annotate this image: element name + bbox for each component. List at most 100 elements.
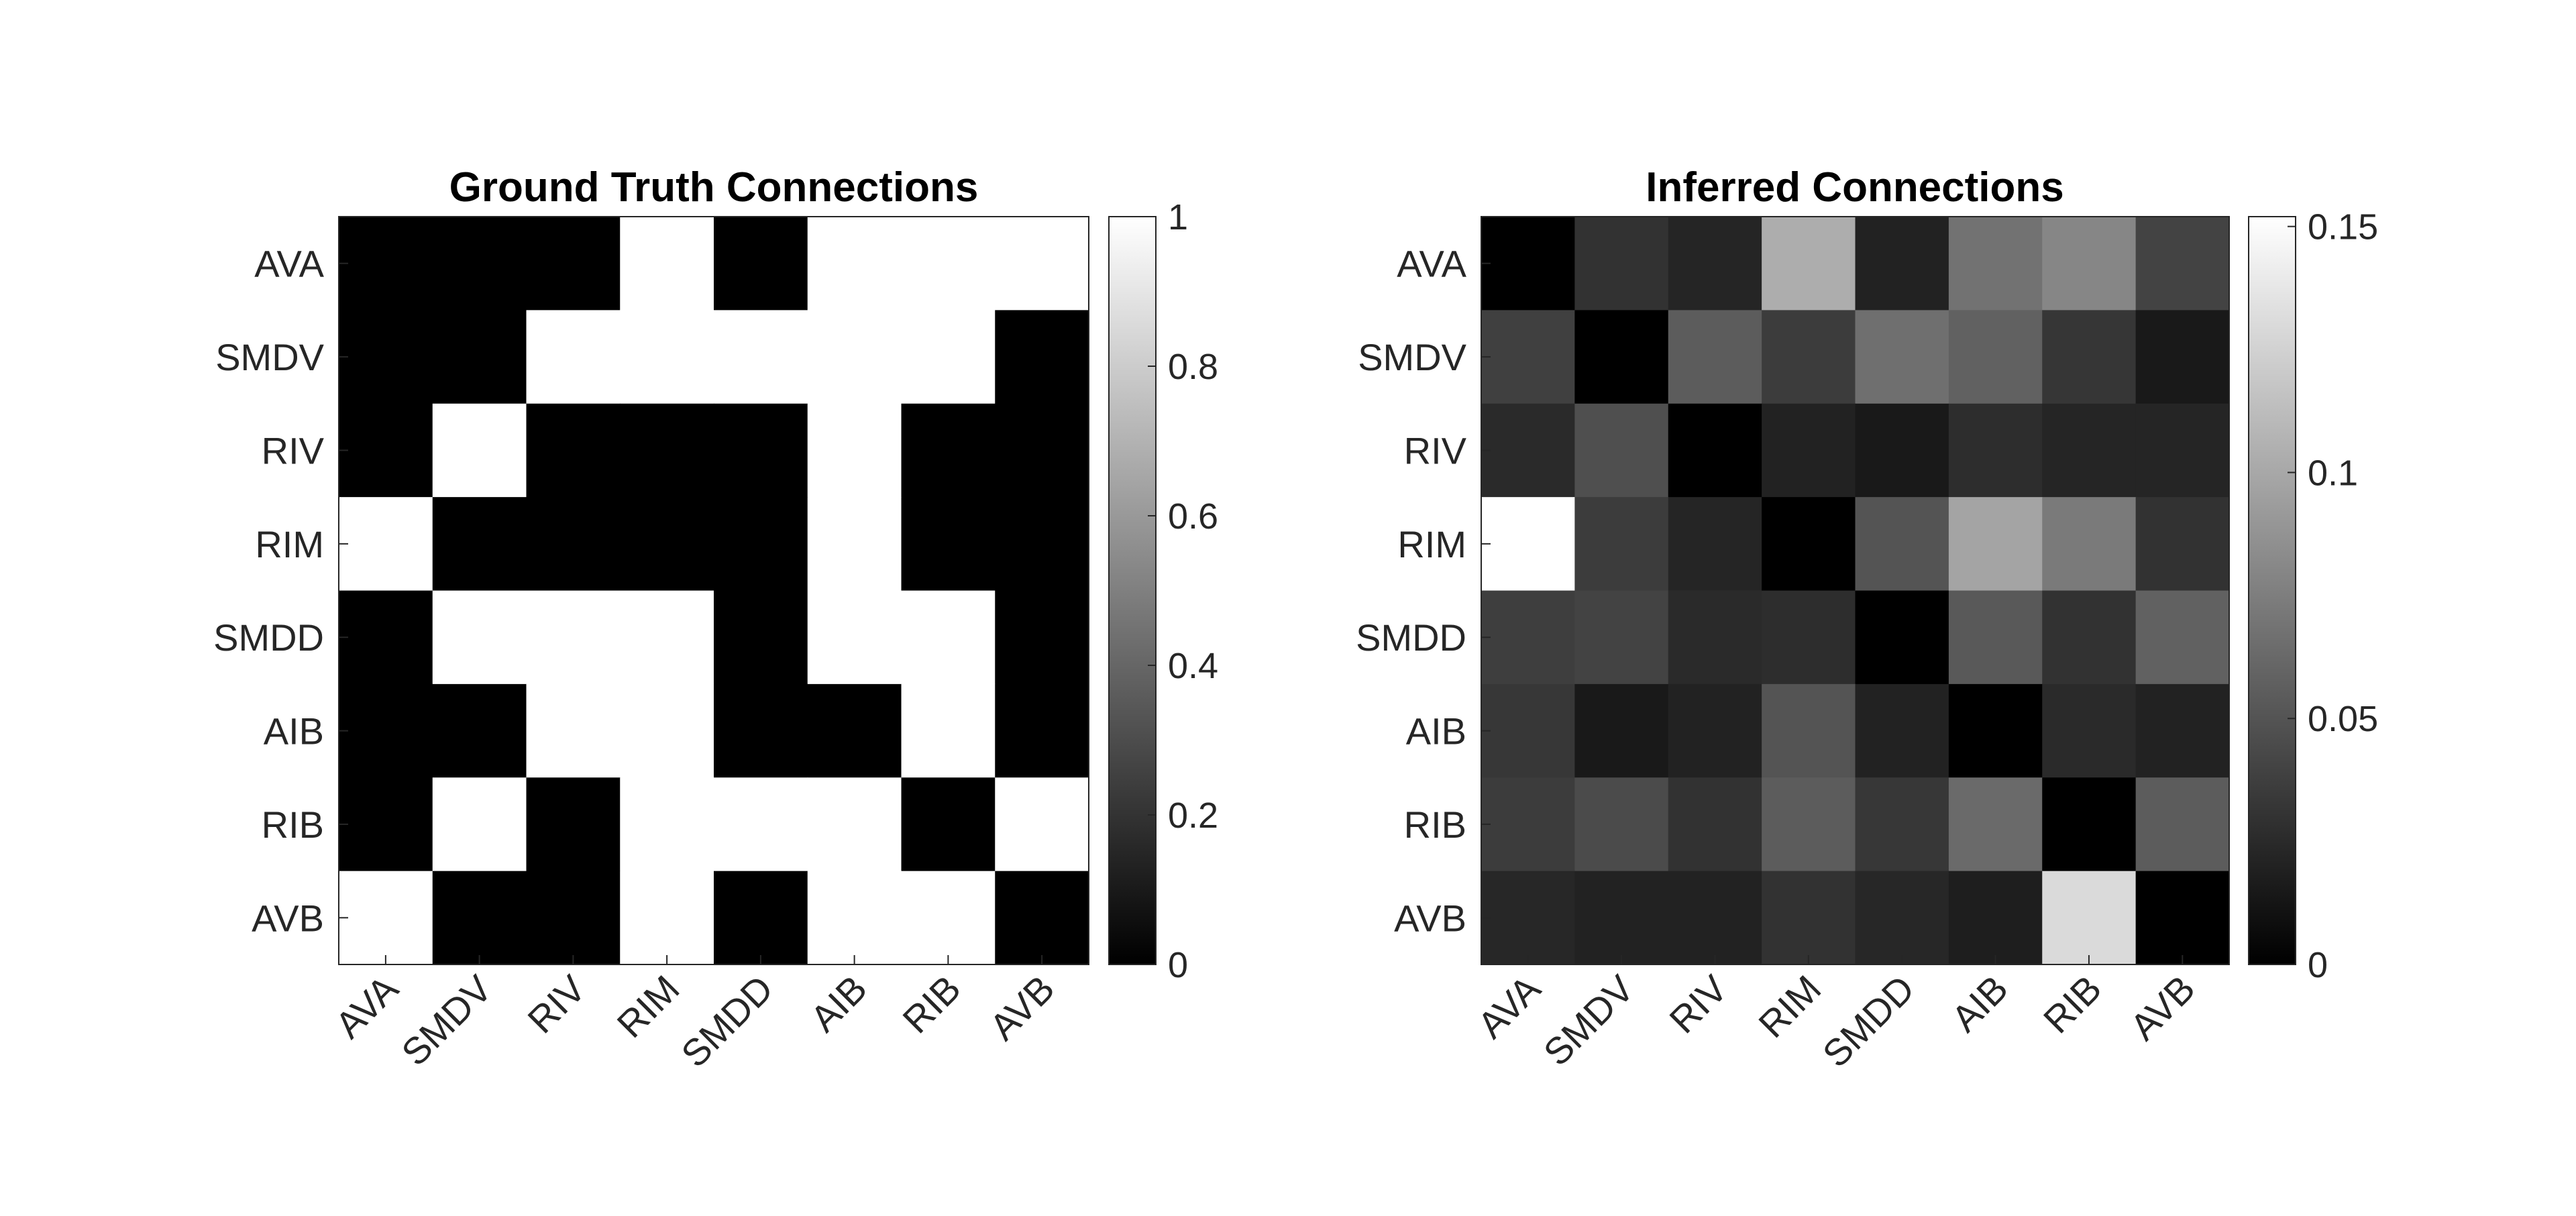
heatmap-cell-r2-c5 [807,403,902,498]
heatmap-cell-r4-c5 [807,590,902,685]
heatmap-cell-r4-c0 [1481,590,1575,685]
heatmap-cell-r7-c4 [1855,871,1949,965]
heatmap-cell-r5-c3 [620,683,714,778]
heatmap-cell-r3-c7 [995,497,1089,592]
heatmap-cell-r0-c7 [2135,217,2230,311]
heatmap-cell-r5-c3 [1762,683,1856,778]
heatmap-cell-r6-c0 [339,777,433,872]
y-tick-label: RIM [255,523,324,565]
ground-truth-panel: Ground Truth Connections AVA SMDV RIV RIM SM… [213,164,1218,1075]
heatmap-cell-r7-c7 [995,871,1089,965]
heatmap-cell-r3-c3 [1762,497,1856,592]
heatmap-cell-r0-c5 [807,217,902,311]
heatmap-cell-r5-c2 [1668,683,1762,778]
heatmap-cell-r2-c0 [1481,403,1575,498]
colorbar-tick-label: 0 [2308,945,2328,985]
y-tick-label: AIB [264,710,324,753]
heatmap-cell-r6-c0 [1481,777,1575,872]
heatmap-cell-r1-c7 [2135,310,2230,404]
heatmap-cell-r7-c0 [339,871,433,965]
heatmap-cell-r0-c2 [1668,217,1762,311]
heatmap-cell-r4-c3 [1762,590,1856,685]
heatmap-cell-r2-c2 [1668,403,1762,498]
heatmap-cell-r2-c5 [1948,403,2043,498]
heatmap-cell-r7-c6 [2042,871,2137,965]
heatmap-cell-r1-c6 [901,310,996,404]
heatmap-cell-r2-c3 [1762,403,1856,498]
heatmap-cell-r5-c5 [1948,683,2043,778]
heatmap-cell-r7-c3 [620,871,714,965]
heatmap-cell-r2-c3 [620,403,714,498]
y-tick-label: RIM [1397,523,1466,565]
heatmap-cell-r3-c1 [1574,497,1669,592]
heatmap-cell-r5-c0 [1481,683,1575,778]
heatmap-cell-r6-c2 [526,777,621,872]
heatmap-cell-r0-c2 [526,217,621,311]
heatmap-cell-r6-c5 [1948,777,2043,872]
heatmap-cell-r6-c7 [2135,777,2230,872]
heatmap-cell-r4-c1 [1574,590,1669,685]
colorbar-tick-label: 0.4 [1168,646,1218,686]
heatmap-cell-r0-c7 [995,217,1089,311]
heatmap-cell-r5-c7 [995,683,1089,778]
heatmap-cell-r5-c0 [339,683,433,778]
heatmap-cell-r1-c0 [1481,310,1575,404]
y-tick-label: RIB [262,804,324,846]
heatmap-cell-r4-c6 [901,590,996,685]
heatmap-cell-r1-c6 [2042,310,2137,404]
heatmap-cell-r0-c4 [1855,217,1949,311]
heatmap-cell-r0-c4 [714,217,808,311]
heatmap-cell-r2-c4 [1855,403,1949,498]
y-tick-label: SMDD [1356,616,1466,659]
heatmap-cell-r2-c4 [714,403,808,498]
inferred-heatmap [1481,217,2230,965]
y-tick-label: RIV [1404,429,1467,472]
heatmap-cell-r7-c0 [1481,871,1575,965]
heatmap-cell-r6-c6 [2042,777,2137,872]
heatmap-cell-r1-c1 [1574,310,1669,404]
heatmap-cell-r0-c0 [1481,217,1575,311]
colorbar-gradient [2248,216,2296,965]
heatmap-cell-r4-c0 [339,590,433,685]
heatmap-cell-r4-c3 [620,590,714,685]
heatmap-cell-r3-c4 [714,497,808,592]
heatmap-cell-r2-c2 [526,403,621,498]
heatmap-cell-r6-c2 [1668,777,1762,872]
colorbar-tick-label: 0.05 [2308,699,2378,739]
ground-truth-y-axis: AVA SMDV RIV RIM SMDD AIB RIB AVB [213,243,348,939]
heatmap-cell-r1-c5 [1948,310,2043,404]
y-tick-label: AVB [252,897,324,939]
inferred-colorbar: 0 0.05 0.1 0.15 [2248,207,2378,985]
heatmap-cell-r6-c4 [1855,777,1949,872]
heatmap-cell-r0-c3 [1762,217,1856,311]
heatmap-cell-r3-c2 [1668,497,1762,592]
y-tick-label: AIB [1406,710,1466,753]
heatmap-cell-r3-c0 [1481,497,1575,592]
heatmap-cell-r4-c7 [995,590,1089,685]
heatmap-cell-r4-c4 [1855,590,1949,685]
heatmap-cell-r3-c4 [1855,497,1949,592]
heatmap-cell-r1-c4 [1855,310,1949,404]
ground-truth-title: Ground Truth Connections [449,164,979,211]
heatmap-cell-r5-c4 [1855,683,1949,778]
ground-truth-heatmap [339,217,1089,965]
y-tick-label: AVA [254,243,324,285]
heatmap-cell-r2-c0 [339,403,433,498]
heatmap-cell-r2-c7 [2135,403,2230,498]
heatmap-cell-r7-c2 [526,871,621,965]
heatmap-cell-r2-c6 [901,403,996,498]
heatmap-cell-r3-c6 [2042,497,2137,592]
heatmap-cell-r4-c1 [432,590,527,685]
heatmap-cell-r7-c5 [1948,871,2043,965]
y-tick-label: SMDV [215,336,324,378]
heatmap-cell-r7-c6 [901,871,996,965]
inferred-y-axis: AVA SMDV RIV RIM SMDD AIB RIB AVB [1356,243,1491,939]
heatmap-cell-r6-c3 [620,777,714,872]
heatmap-cell-r2-c1 [1574,403,1669,498]
heatmap-cell-r7-c1 [432,871,527,965]
heatmap-cell-r1-c3 [1762,310,1856,404]
heatmap-cell-r4-c5 [1948,590,2043,685]
heatmap-cell-r1-c1 [432,310,527,404]
heatmap-cell-r5-c2 [526,683,621,778]
